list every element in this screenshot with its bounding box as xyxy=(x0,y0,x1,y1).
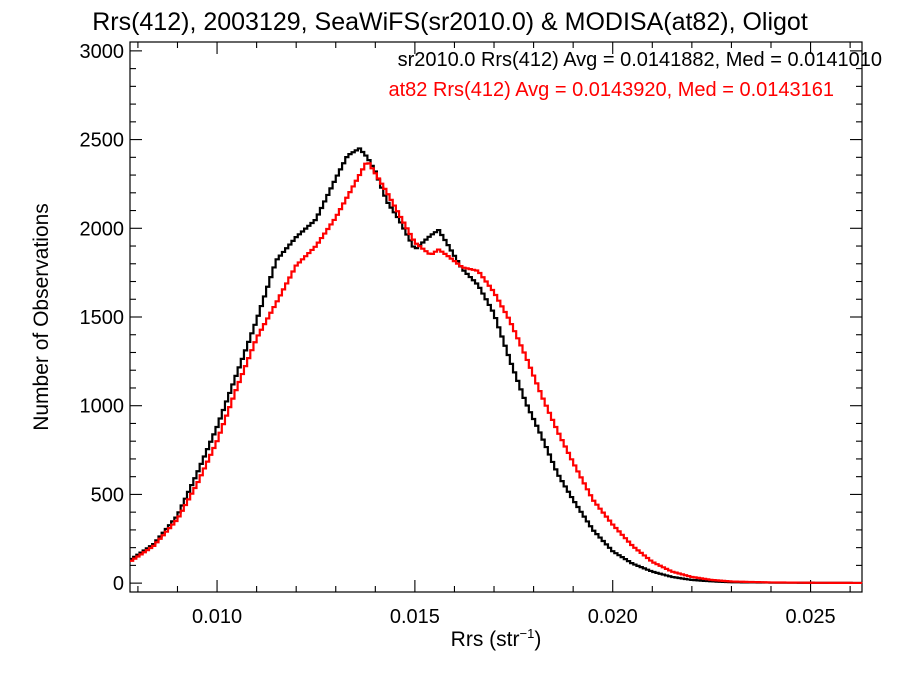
series-layer xyxy=(130,147,863,585)
series-at82-line xyxy=(130,162,863,585)
x-axis-label-exponent: −1 xyxy=(520,626,535,641)
chart-title: Rrs(412), 2003129, SeaWiFS(sr2010.0) & M… xyxy=(92,8,808,36)
x-axis-label-close: ) xyxy=(534,628,541,651)
y-tick-label: 1500 xyxy=(80,307,125,329)
x-tick-label: 0.010 xyxy=(192,606,242,628)
y-tick-label: 500 xyxy=(91,484,124,506)
y-tick-label: 2000 xyxy=(80,218,125,240)
annotation-at82: at82 Rrs(412) Avg = 0.0143920, Med = 0.0… xyxy=(388,79,834,101)
x-tick-label: 0.020 xyxy=(588,606,638,628)
y-axis-label: Number of Observations xyxy=(30,203,53,431)
series-sr2010-line xyxy=(130,147,863,585)
y-tick-label: 1000 xyxy=(80,396,125,418)
y-axis: 0 500 1000 1500 2000 2500 3000 xyxy=(80,41,862,595)
y-tick-label: 2500 xyxy=(80,130,125,152)
y-tick-label: 3000 xyxy=(80,41,125,63)
x-tick-label: 0.025 xyxy=(786,606,836,628)
x-tick-label: 0.015 xyxy=(390,606,440,628)
x-axis-label: Rrs (str−1) xyxy=(451,626,542,651)
y-tick-label: 0 xyxy=(113,573,124,595)
annotation-sr2010: sr2010.0 Rrs(412) Avg = 0.0141882, Med =… xyxy=(398,49,882,71)
x-axis: 0.010 0.015 0.020 0.025 xyxy=(137,42,851,628)
x-axis-label-main: Rrs (str xyxy=(451,628,520,651)
